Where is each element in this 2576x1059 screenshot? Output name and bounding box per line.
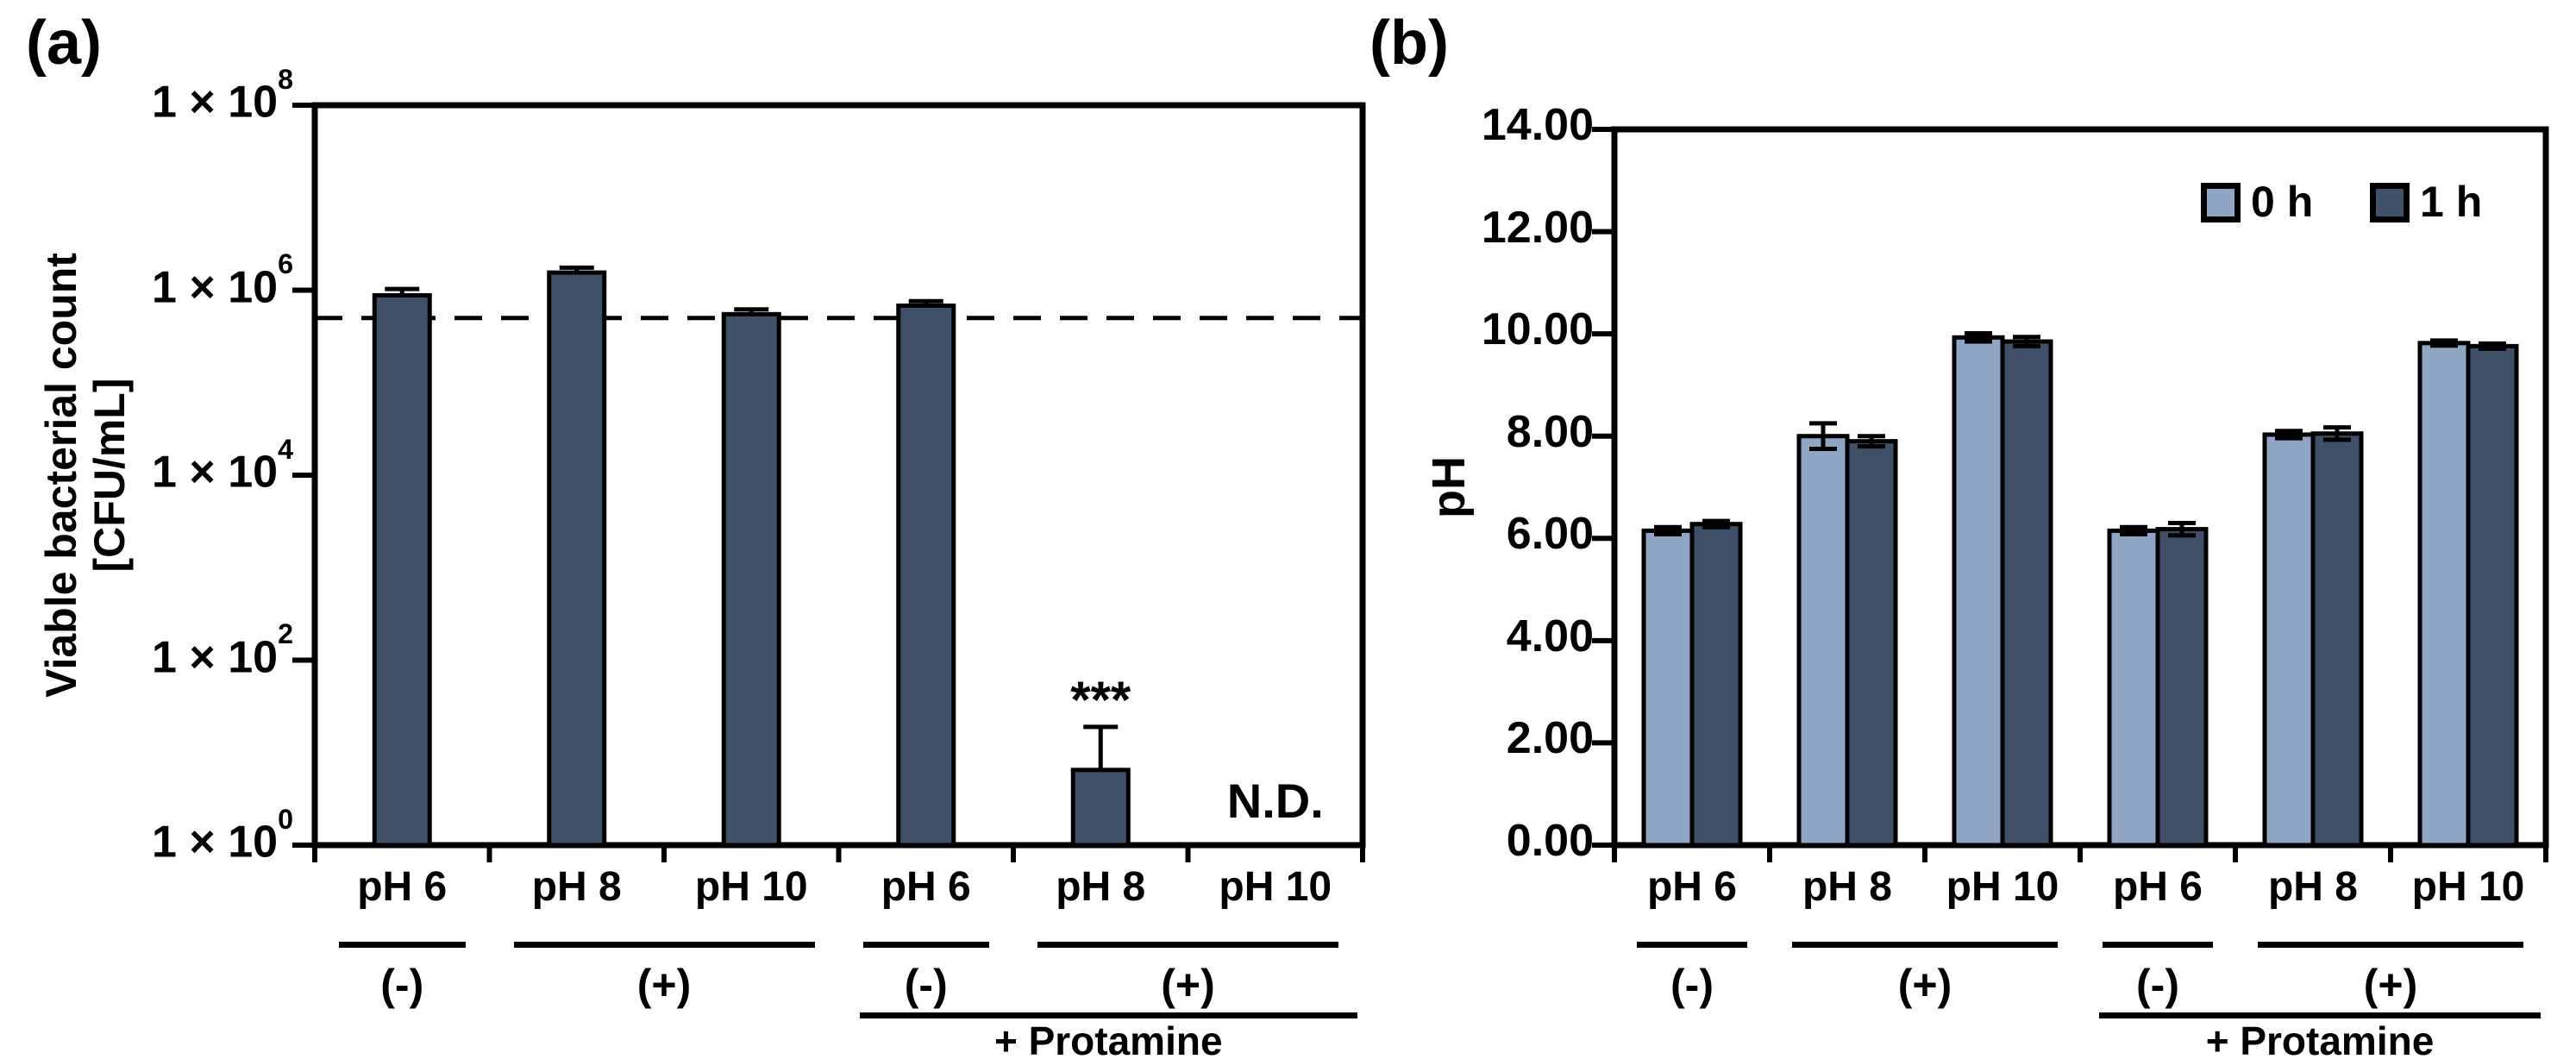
panel-b-y-tick-label: 12.00 [1481, 202, 1594, 253]
bar [2107, 528, 2160, 848]
panel-b-y-tick-label: 2.00 [1506, 713, 1594, 764]
panel-b-x-tick-label: pH 8 [2267, 864, 2358, 910]
panel-a-y-tick-label: 1 × 104 [152, 433, 293, 498]
panel-a-group-label: (+) [1161, 961, 1215, 1009]
bar [1952, 335, 2005, 848]
panel-b-y-tick-label: 8.00 [1506, 406, 1594, 457]
panel-a-group-label: (-) [904, 961, 948, 1009]
panel-a-group-underline [1037, 942, 1338, 948]
legend-swatch [2201, 183, 2241, 222]
panel-b-y-tick-label: 10.00 [1481, 304, 1594, 355]
panel-a-x-tick-label: pH 6 [881, 864, 971, 910]
bar [2000, 339, 2053, 848]
panel-b-group-underline [1637, 942, 1747, 948]
panel-b-y-tick-label: 14.00 [1481, 100, 1594, 150]
not-detected-label: N.D. [1226, 774, 1324, 828]
panel-b-y-tick-label: 4.00 [1506, 611, 1594, 661]
panel-a-group-underline [513, 942, 815, 948]
panel-b-x-tick-label: pH 6 [2112, 864, 2203, 910]
panel-a-group-underline [862, 942, 989, 948]
bar [1796, 434, 1850, 848]
bar [2310, 431, 2364, 848]
panel-a-y-tick-label: 1 × 106 [152, 248, 293, 312]
panel-a-x-tick-label: pH 10 [1219, 864, 1332, 910]
bar [2262, 432, 2316, 848]
panel-b-group-underline [2103, 942, 2213, 948]
panel-b-group-underline [1792, 942, 2058, 948]
panel-a-x-tick-label: pH 10 [694, 864, 808, 910]
panel-a-y-tick-label: 1 × 100 [152, 803, 293, 868]
panel-b-frame [1611, 126, 2549, 849]
panel-a-plot-area [292, 102, 1366, 862]
bar [1689, 522, 1743, 848]
panel-a-x-tick-label: pH 6 [357, 864, 448, 910]
legend-label: 1 h [2420, 178, 2483, 226]
panel-b-x-tick-label: pH 6 [1646, 864, 1737, 910]
panel-a-x-tick-label: pH 8 [1056, 864, 1146, 910]
bar [2155, 527, 2209, 848]
panel-a-group-label: (+) [636, 961, 692, 1009]
panel-b-group-label: (+) [1897, 961, 1952, 1009]
panel-b-y-tick-label: 6.00 [1506, 509, 1594, 560]
panel-b-plot-area [1592, 126, 2549, 862]
bar [721, 311, 781, 848]
bar [2466, 343, 2519, 848]
panel-b-label: (b) [1369, 9, 1449, 78]
panel-a-protamine-line [859, 1012, 1357, 1018]
panel-b-x-tick-label: pH 8 [1802, 864, 1892, 910]
panel-a-group-label: (-) [380, 961, 424, 1009]
bar [896, 303, 956, 848]
bar [2417, 341, 2471, 848]
panel-b-x-tick-label: pH 10 [1946, 864, 2059, 910]
bar [547, 270, 607, 848]
bar [1641, 528, 1695, 848]
panel-a-frame [311, 102, 1366, 849]
panel-b-group-label: (+) [2363, 961, 2418, 1009]
legend-label: 0 h [2251, 178, 2314, 226]
bar [372, 292, 432, 848]
bar [1845, 439, 1898, 848]
panel-a-label: (a) [26, 9, 102, 78]
panel-a-protamine-label: + Protamine [993, 1018, 1223, 1059]
panel-a-y-tick-label: 1 × 108 [152, 63, 293, 128]
panel-a-x-tick-label: pH 8 [531, 864, 622, 910]
panel-a-group-underline [339, 942, 466, 948]
panel-b-group-underline [2258, 942, 2523, 948]
panel-b-group-label: (-) [1670, 961, 1714, 1009]
panel-b-protamine-line [2099, 1012, 2541, 1018]
bar [1070, 768, 1131, 848]
panel-b-x-tick-label: pH 10 [2411, 864, 2525, 910]
panel-b-group-label: (-) [2136, 961, 2179, 1009]
panel-b-y-tick-label: 0.00 [1506, 816, 1594, 866]
panel-b-protamine-label: + Protamine [2205, 1018, 2435, 1059]
panel-a-y-axis-title-line1: Viable bacterial count [37, 253, 85, 698]
significance-stars: *** [1070, 671, 1131, 729]
legend-swatch [2370, 183, 2410, 222]
panel-a-y-tick-label: 1 × 102 [152, 618, 293, 682]
